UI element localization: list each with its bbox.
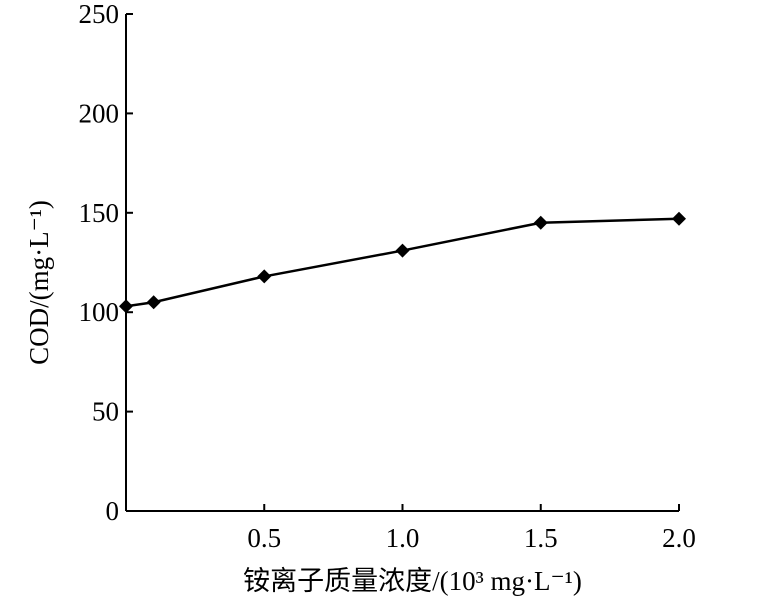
y-tick-label: 250	[79, 0, 120, 29]
data-point-marker	[119, 299, 133, 314]
data-point-marker	[672, 211, 686, 226]
x-tick-label: 1.0	[386, 523, 420, 553]
y-tick-label: 50	[92, 397, 119, 427]
y-tick-label: 150	[79, 198, 120, 228]
y-axis-title: COD/(mg·L⁻¹)	[24, 200, 54, 365]
y-ticks: 0 50 100 150 200 250	[79, 0, 133, 526]
data-point-marker	[146, 295, 161, 310]
y-tick-label: 200	[79, 98, 120, 128]
series-line	[125, 217, 680, 308]
x-tick-label: 2.0	[662, 523, 696, 553]
data-point-marker	[533, 215, 548, 230]
x-ticks: 0.5 1.0 1.5 2.0	[247, 504, 696, 553]
y-tick-label: 100	[79, 297, 120, 327]
data-point-marker	[257, 269, 272, 284]
x-axis-title: 铵离子质量浓度/(10³ mg·L⁻¹)	[243, 566, 582, 596]
x-tick-label: 0.5	[247, 523, 281, 553]
y-tick-label: 0	[106, 496, 120, 526]
x-tick-label: 1.5	[524, 523, 558, 553]
data-markers	[119, 211, 686, 314]
data-point-marker	[395, 243, 410, 258]
